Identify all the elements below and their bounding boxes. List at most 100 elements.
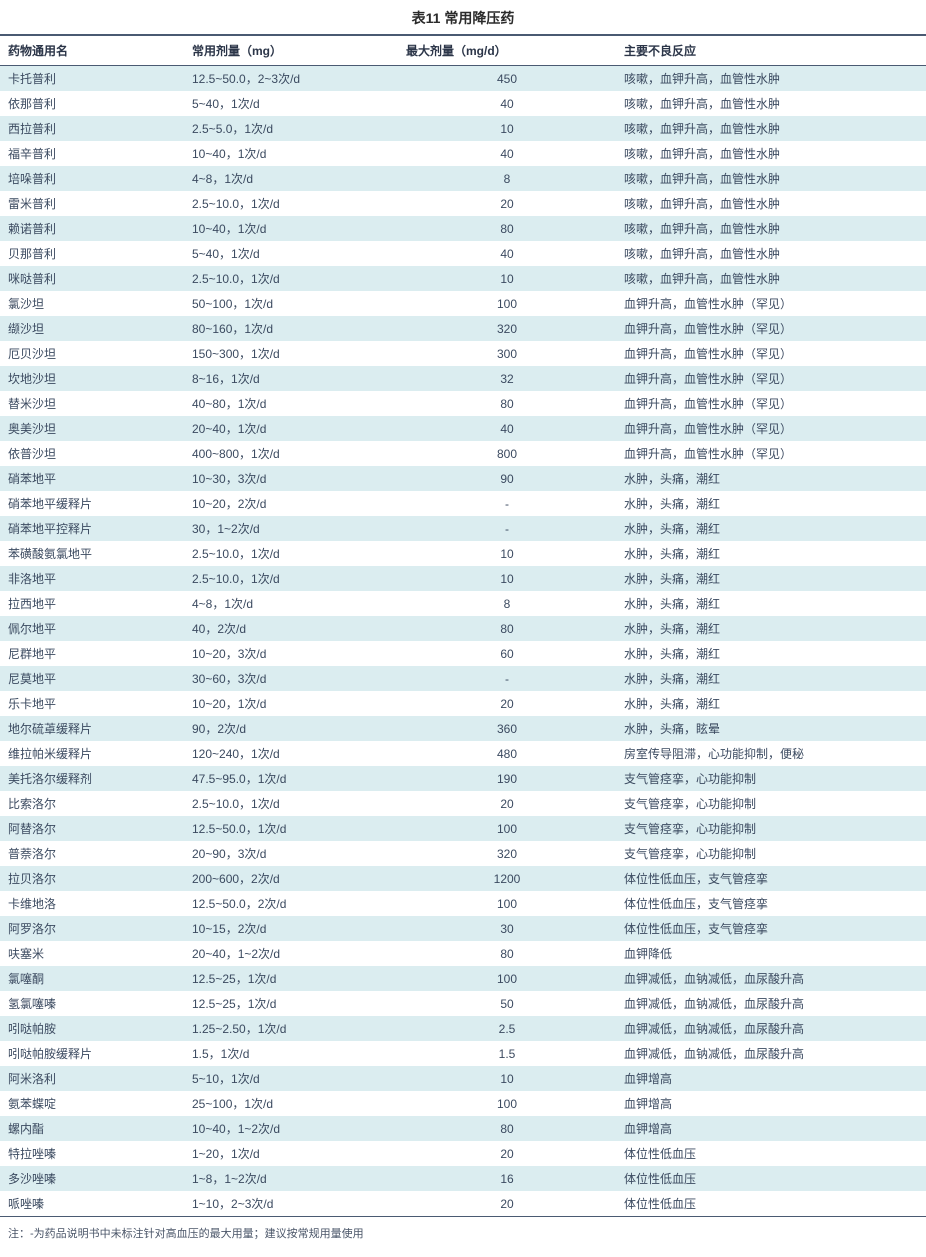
cell-max-dose: 100 — [398, 1091, 616, 1116]
cell-max-dose: 300 — [398, 341, 616, 366]
cell-adverse: 血钾升高，血管性水肿（罕见） — [616, 416, 926, 441]
table-row: 卡维地洛12.5~50.0，2次/d100体位性低血压，支气管痉挛 — [0, 891, 926, 916]
cell-max-dose: 80 — [398, 1116, 616, 1141]
cell-adverse: 体位性低血压，支气管痉挛 — [616, 916, 926, 941]
cell-drug-name: 佩尔地平 — [0, 616, 184, 641]
cell-adverse: 水肿，头痛，潮红 — [616, 641, 926, 666]
cell-adverse: 咳嗽，血钾升高，血管性水肿 — [616, 91, 926, 116]
cell-adverse: 咳嗽，血钾升高，血管性水肿 — [616, 116, 926, 141]
table-row: 厄贝沙坦150~300，1次/d300血钾升高，血管性水肿（罕见） — [0, 341, 926, 366]
cell-usual-dose: 2.5~10.0，1次/d — [184, 541, 398, 566]
cell-max-dose: 100 — [398, 816, 616, 841]
cell-max-dose: 450 — [398, 66, 616, 92]
cell-adverse: 水肿，头痛，潮红 — [616, 541, 926, 566]
cell-max-dose: 190 — [398, 766, 616, 791]
cell-adverse: 体位性低血压，支气管痉挛 — [616, 866, 926, 891]
cell-adverse: 血钾升高，血管性水肿（罕见） — [616, 366, 926, 391]
table-row: 尼莫地平30~60，3次/d-水肿，头痛，潮红 — [0, 666, 926, 691]
cell-drug-name: 卡维地洛 — [0, 891, 184, 916]
cell-drug-name: 奥美沙坦 — [0, 416, 184, 441]
cell-drug-name: 咪哒普利 — [0, 266, 184, 291]
cell-max-dose: 32 — [398, 366, 616, 391]
table-row: 地尔硫䓬缓释片90，2次/d360水肿，头痛，眩晕 — [0, 716, 926, 741]
cell-usual-dose: 2.5~5.0，1次/d — [184, 116, 398, 141]
cell-usual-dose: 2.5~10.0，1次/d — [184, 791, 398, 816]
table-row: 缬沙坦80~160，1次/d320血钾升高，血管性水肿（罕见） — [0, 316, 926, 341]
table-row: 维拉帕米缓释片120~240，1次/d480房室传导阻滞，心功能抑制，便秘 — [0, 741, 926, 766]
cell-usual-dose: 2.5~10.0，1次/d — [184, 566, 398, 591]
cell-max-dose: 8 — [398, 166, 616, 191]
cell-max-dose: 10 — [398, 266, 616, 291]
table-row: 氢氯噻嗪12.5~25，1次/d50血钾减低，血钠减低，血尿酸升高 — [0, 991, 926, 1016]
cell-usual-dose: 4~8，1次/d — [184, 591, 398, 616]
cell-max-dose: 30 — [398, 916, 616, 941]
cell-usual-dose: 1~20，1次/d — [184, 1141, 398, 1166]
cell-drug-name: 硝苯地平缓释片 — [0, 491, 184, 516]
cell-usual-dose: 12.5~50.0，2次/d — [184, 891, 398, 916]
cell-drug-name: 多沙唑嗪 — [0, 1166, 184, 1191]
cell-drug-name: 硝苯地平 — [0, 466, 184, 491]
cell-max-dose: 20 — [398, 691, 616, 716]
table-row: 依那普利5~40，1次/d40咳嗽，血钾升高，血管性水肿 — [0, 91, 926, 116]
table-row: 坎地沙坦8~16，1次/d32血钾升高，血管性水肿（罕见） — [0, 366, 926, 391]
table-row: 氯噻酮12.5~25，1次/d100血钾减低，血钠减低，血尿酸升高 — [0, 966, 926, 991]
cell-drug-name: 乐卡地平 — [0, 691, 184, 716]
cell-drug-name: 坎地沙坦 — [0, 366, 184, 391]
table-row: 比索洛尔2.5~10.0，1次/d20支气管痉挛，心功能抑制 — [0, 791, 926, 816]
cell-usual-dose: 1~10，2~3次/d — [184, 1191, 398, 1217]
cell-drug-name: 尼莫地平 — [0, 666, 184, 691]
cell-adverse: 咳嗽，血钾升高，血管性水肿 — [616, 216, 926, 241]
cell-usual-dose: 1~8，1~2次/d — [184, 1166, 398, 1191]
table-row: 苯磺酸氨氯地平2.5~10.0，1次/d10水肿，头痛，潮红 — [0, 541, 926, 566]
table-row: 硝苯地平10~30，3次/d90水肿，头痛，潮红 — [0, 466, 926, 491]
cell-adverse: 咳嗽，血钾升高，血管性水肿 — [616, 166, 926, 191]
table-row: 哌唑嗪1~10，2~3次/d20体位性低血压 — [0, 1191, 926, 1217]
cell-drug-name: 维拉帕米缓释片 — [0, 741, 184, 766]
cell-drug-name: 吲哒帕胺 — [0, 1016, 184, 1041]
cell-max-dose: 10 — [398, 1066, 616, 1091]
cell-adverse: 血钾升高，血管性水肿（罕见） — [616, 291, 926, 316]
cell-drug-name: 卡托普利 — [0, 66, 184, 92]
table-row: 培哚普利4~8，1次/d8咳嗽，血钾升高，血管性水肿 — [0, 166, 926, 191]
table-row: 非洛地平2.5~10.0，1次/d10水肿，头痛，潮红 — [0, 566, 926, 591]
cell-max-dose: 100 — [398, 966, 616, 991]
cell-max-dose: 320 — [398, 841, 616, 866]
cell-adverse: 血钾降低 — [616, 941, 926, 966]
cell-drug-name: 地尔硫䓬缓释片 — [0, 716, 184, 741]
cell-max-dose: 1.5 — [398, 1041, 616, 1066]
cell-adverse: 咳嗽，血钾升高，血管性水肿 — [616, 266, 926, 291]
table-header-row: 药物通用名 常用剂量（mg） 最大剂量（mg/d） 主要不良反应 — [0, 35, 926, 66]
cell-adverse: 水肿，头痛，潮红 — [616, 491, 926, 516]
cell-adverse: 血钾增高 — [616, 1116, 926, 1141]
cell-adverse: 咳嗽，血钾升高，血管性水肿 — [616, 66, 926, 92]
cell-usual-dose: 5~40，1次/d — [184, 91, 398, 116]
cell-max-dose: 100 — [398, 891, 616, 916]
cell-adverse: 咳嗽，血钾升高，血管性水肿 — [616, 191, 926, 216]
cell-drug-name: 福辛普利 — [0, 141, 184, 166]
col-header-name: 药物通用名 — [0, 35, 184, 66]
table-row: 氨苯蝶啶25~100，1次/d100血钾增高 — [0, 1091, 926, 1116]
cell-drug-name: 依普沙坦 — [0, 441, 184, 466]
cell-usual-dose: 120~240，1次/d — [184, 741, 398, 766]
table-row: 替米沙坦40~80，1次/d80血钾升高，血管性水肿（罕见） — [0, 391, 926, 416]
cell-usual-dose: 1.5，1次/d — [184, 1041, 398, 1066]
cell-usual-dose: 400~800，1次/d — [184, 441, 398, 466]
cell-max-dose: 40 — [398, 416, 616, 441]
cell-drug-name: 阿替洛尔 — [0, 816, 184, 841]
cell-max-dose: 100 — [398, 291, 616, 316]
cell-usual-dose: 10~40，1次/d — [184, 216, 398, 241]
cell-max-dose: - — [398, 491, 616, 516]
cell-drug-name: 尼群地平 — [0, 641, 184, 666]
cell-adverse: 咳嗽，血钾升高，血管性水肿 — [616, 141, 926, 166]
cell-max-dose: 10 — [398, 541, 616, 566]
cell-adverse: 支气管痉挛，心功能抑制 — [616, 816, 926, 841]
table-row: 雷米普利2.5~10.0，1次/d20咳嗽，血钾升高，血管性水肿 — [0, 191, 926, 216]
cell-usual-dose: 12.5~25，1次/d — [184, 966, 398, 991]
cell-adverse: 水肿，头痛，潮红 — [616, 591, 926, 616]
table-row: 吲哒帕胺1.25~2.50，1次/d2.5血钾减低，血钠减低，血尿酸升高 — [0, 1016, 926, 1041]
cell-drug-name: 缬沙坦 — [0, 316, 184, 341]
cell-usual-dose: 10~15，2次/d — [184, 916, 398, 941]
cell-adverse: 水肿，头痛，潮红 — [616, 616, 926, 641]
cell-drug-name: 拉西地平 — [0, 591, 184, 616]
cell-max-dose: 40 — [398, 141, 616, 166]
